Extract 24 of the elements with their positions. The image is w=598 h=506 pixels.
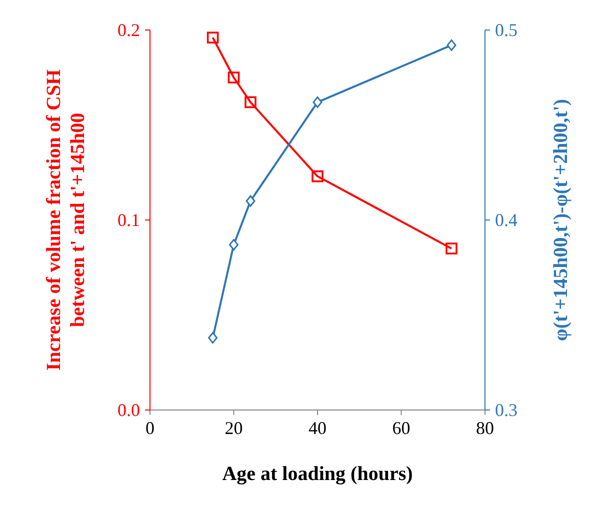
- y2-tick-label: 0.4: [495, 210, 518, 230]
- point: [312, 170, 324, 182]
- point: [312, 96, 322, 108]
- x-axis-title: Age at loading (hours): [222, 463, 413, 485]
- y-tick-label: 0.1: [118, 210, 140, 230]
- y-tick-label: 0.2: [118, 20, 140, 40]
- x-tick-label: 80: [476, 418, 494, 438]
- y2-tick-label: 0.5: [495, 20, 518, 40]
- point: [206, 32, 219, 44]
- y-axis-title: Increase of volume fraction of CSH between t' and t'+145h00: [43, 68, 89, 371]
- point: [446, 242, 458, 254]
- point: [244, 96, 256, 108]
- y2-axis-title: φ(t'+145h00,t')-φ(t'+2h00,t'): [550, 98, 572, 342]
- x-tick-label: 0: [146, 418, 154, 438]
- point: [246, 195, 256, 207]
- point: [228, 72, 240, 84]
- x-tick-label: 60: [392, 418, 410, 438]
- y2-tick-label: 0.3: [495, 400, 518, 420]
- x-tick-label: 20: [224, 418, 243, 438]
- x-tick-label: 40: [308, 418, 326, 438]
- y-tick-label: 0.0: [118, 400, 140, 420]
- point: [208, 332, 218, 344]
- point: [446, 39, 456, 51]
- point: [229, 238, 238, 250]
